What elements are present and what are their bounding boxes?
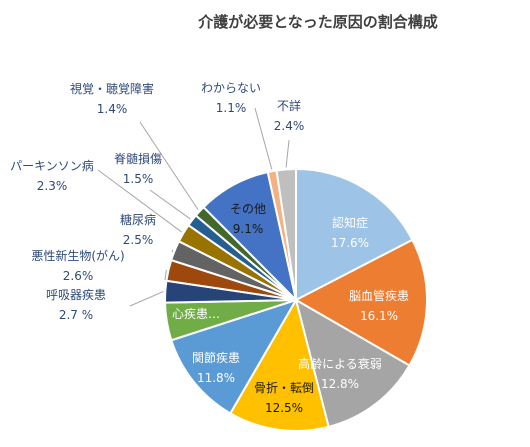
chart-title: 介護が必要となった原因の割合構成 xyxy=(197,13,438,31)
slice-category-label: 認知症 xyxy=(332,215,368,230)
slice-category-label: 骨折・転倒 xyxy=(254,380,314,395)
slice-value-label: 16.1% xyxy=(360,309,398,323)
slice-category-label: 脊髄損傷 xyxy=(114,151,162,166)
slice-category-label: 呼吸器疾患 xyxy=(46,287,106,302)
slice-value-label: 1.4% xyxy=(97,102,128,116)
leader-lines xyxy=(97,107,290,307)
pie-slice xyxy=(170,298,299,415)
slice-category-label: 糖尿病 xyxy=(120,212,156,227)
pie-slice xyxy=(228,297,330,432)
slice-category-label: 不詳 xyxy=(277,98,301,113)
slice-value-label: 1.1% xyxy=(216,101,247,115)
slice-value-label: 12.5% xyxy=(265,401,303,415)
slice-category-label: 視覚・聴覚障害 xyxy=(70,81,154,96)
slice-value-label: 9.1% xyxy=(233,222,264,236)
slice-value-label: 11.8% xyxy=(197,371,235,385)
slice-category-label: 高齢による衰弱 xyxy=(298,356,382,371)
pie-slice xyxy=(295,167,414,302)
leader-line xyxy=(129,291,164,307)
leader-line xyxy=(139,121,199,211)
leader-line xyxy=(285,139,290,168)
slice-category-label: わからない xyxy=(201,81,261,95)
slice-category-label: 心疾患… xyxy=(172,306,220,321)
pie-slice xyxy=(275,167,297,301)
pie-slices xyxy=(164,167,428,432)
slice-category-label: 悪性新生物(がん) xyxy=(31,248,124,263)
pie-slice xyxy=(294,297,411,429)
slice-value-label: 2.6% xyxy=(63,269,94,283)
slice-labels: 認知症 17.6% 脳血管疾患 16.1% 高齢による衰弱 12.8% 骨折・転倒 12.5%… xyxy=(10,81,409,415)
slice-value-label: 2.5% xyxy=(123,233,154,247)
slice-value-label: 12.8% xyxy=(321,377,359,391)
leader-line xyxy=(164,269,167,281)
slice-category-label: 脳血管疾患 xyxy=(349,288,409,303)
leader-line xyxy=(171,249,174,253)
slice-value-label: 2.3% xyxy=(37,179,68,193)
slice-category-label: パーキンソン病 xyxy=(10,158,94,173)
slice-category-label: その他 xyxy=(230,202,266,216)
leader-line xyxy=(149,189,191,220)
pie-slice xyxy=(293,238,428,367)
slice-value-label: 1.5% xyxy=(123,172,154,186)
slice-value-label: 2.4% xyxy=(274,119,305,133)
slice-category-label: 関節疾患 xyxy=(192,350,240,365)
leader-line xyxy=(254,107,273,170)
slice-value-label: 17.6% xyxy=(331,236,369,250)
leader-line xyxy=(97,169,182,233)
slice-value-label: 2.7 % xyxy=(59,308,93,322)
